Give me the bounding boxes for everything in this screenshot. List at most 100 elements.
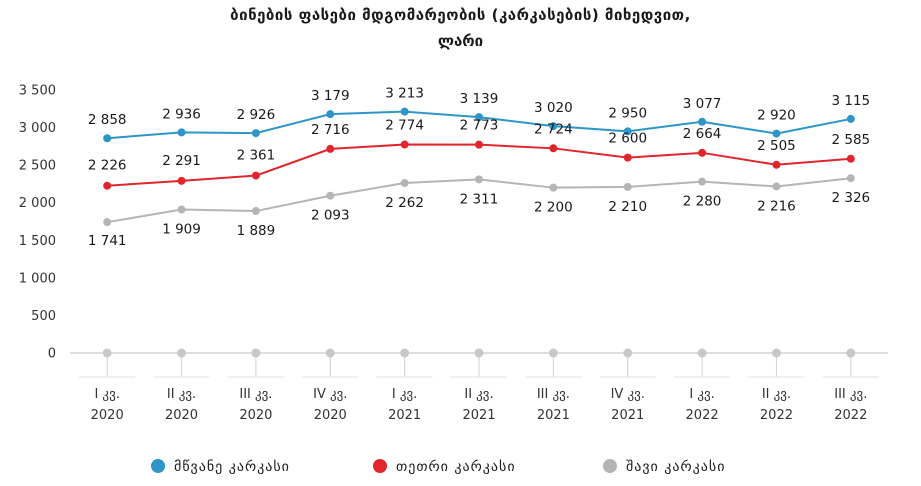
data-label-3: 2 216: [757, 198, 796, 214]
chart-title: ბინების ფასები მდგომარეობის (კარკასების)…: [230, 6, 691, 24]
data-point-2: [177, 176, 186, 185]
data-point-1: [772, 129, 781, 138]
data-label-3: 2 262: [385, 195, 424, 211]
x-tick-label-year: 2020: [165, 408, 198, 423]
data-label-2: 2 585: [831, 132, 870, 148]
data-label-1: 3 179: [311, 88, 350, 104]
x-tick-label-quarter: I კვ.: [392, 387, 417, 402]
data-point-2: [772, 160, 781, 169]
data-point-2: [623, 153, 632, 162]
data-label-1: 2 920: [757, 108, 796, 124]
x-tick-label-quarter: I კვ.: [689, 387, 714, 402]
data-point-2: [475, 140, 483, 149]
data-point-3: [772, 182, 781, 191]
data-point-3: [623, 182, 632, 191]
x-tick-label-year: 2022: [760, 408, 793, 423]
y-tick-label: 500: [31, 309, 56, 324]
zero-point: [251, 348, 261, 358]
x-tick-label-year: 2021: [537, 408, 570, 423]
data-point-1: [177, 128, 186, 137]
x-tick-label-quarter: II კვ.: [167, 387, 196, 402]
x-tick-label-quarter: III კვ.: [537, 387, 570, 402]
data-label-1: 3 020: [534, 100, 573, 116]
x-tick-label-year: 2021: [611, 408, 644, 423]
y-tick-label: 0: [48, 347, 56, 362]
data-label-3: 2 210: [608, 199, 647, 215]
data-point-1: [326, 110, 335, 119]
data-label-3: 2 200: [534, 200, 573, 216]
data-point-3: [475, 175, 483, 184]
data-label-2: 2 716: [311, 122, 350, 138]
zero-point: [325, 348, 335, 358]
data-point-1: [475, 113, 483, 122]
y-tick-label: 1 000: [19, 271, 56, 286]
data-point-1: [103, 134, 112, 143]
chart-subtitle: ლარი: [437, 32, 484, 50]
data-point-3: [400, 179, 409, 188]
data-label-1: 3 213: [385, 86, 424, 102]
x-tick-label-quarter: IV კვ.: [611, 387, 645, 402]
data-label-1: 3 115: [831, 93, 870, 109]
data-point-3: [326, 191, 335, 200]
x-tick-label-quarter: II კვ.: [464, 387, 493, 402]
data-point-2: [326, 144, 335, 153]
data-label-3: 2 280: [683, 194, 722, 210]
zero-point: [697, 348, 707, 358]
data-label-2: 2 724: [534, 121, 573, 137]
x-tick-label-year: 2020: [314, 408, 347, 423]
data-point-2: [103, 181, 112, 190]
data-label-2: 2 361: [237, 148, 276, 164]
x-tick-label-quarter: III კვ.: [239, 387, 272, 402]
zero-point: [474, 348, 484, 358]
data-label-2: 2 664: [683, 126, 722, 142]
x-tick-label-year: 2021: [462, 408, 495, 423]
y-tick-label: 2 500: [19, 159, 56, 174]
data-label-2: 2 774: [385, 118, 424, 134]
data-label-1: 2 936: [162, 106, 201, 122]
data-point-2: [251, 171, 260, 180]
data-label-1: 3 139: [460, 91, 499, 107]
legend-label: თეთრი კარკასი: [396, 458, 516, 475]
x-tick-label-year: 2020: [91, 408, 124, 423]
legend-marker: [151, 459, 165, 473]
data-point-1: [623, 127, 632, 136]
x-tick-label-quarter: II კვ.: [762, 387, 791, 402]
data-label-3: 2 326: [831, 190, 870, 206]
data-label-1: 2 950: [608, 105, 647, 121]
zero-point: [177, 348, 187, 358]
zero-point: [548, 348, 558, 358]
data-point-1: [846, 114, 855, 123]
data-point-3: [251, 207, 260, 216]
data-label-1: 2 858: [88, 112, 127, 128]
data-point-2: [698, 148, 707, 157]
y-tick-label: 3 000: [19, 121, 56, 136]
y-tick-label: 2 000: [19, 196, 56, 211]
data-point-3: [103, 218, 112, 227]
data-point-2: [549, 144, 558, 153]
y-tick-label: 3 500: [19, 84, 56, 99]
data-point-1: [698, 117, 707, 126]
legend-label: შავი კარკასი: [626, 458, 725, 475]
data-label-2: 2 773: [460, 118, 499, 134]
zero-point: [771, 348, 781, 358]
zero-point: [400, 348, 410, 358]
data-label-2: 2 291: [162, 153, 201, 169]
data-label-3: 2 311: [460, 191, 499, 207]
zero-point: [846, 348, 856, 358]
legend-label: მწვანე კარკასი: [174, 458, 290, 475]
data-label-2: 2 600: [608, 131, 647, 147]
data-label-3: 1 741: [88, 233, 127, 249]
data-label-3: 1 909: [162, 222, 201, 238]
data-point-1: [400, 107, 409, 116]
data-label-2: 2 505: [757, 138, 796, 154]
data-point-3: [549, 183, 558, 192]
x-tick-label-year: 2022: [686, 408, 719, 423]
zero-point: [623, 348, 633, 358]
x-tick-label-quarter: I კვ.: [94, 387, 119, 402]
x-tick-label-year: 2022: [834, 408, 867, 423]
legend-marker: [373, 459, 387, 473]
x-tick-label-quarter: IV კვ.: [313, 387, 347, 402]
data-point-2: [846, 154, 855, 163]
data-label-1: 3 077: [683, 96, 722, 112]
